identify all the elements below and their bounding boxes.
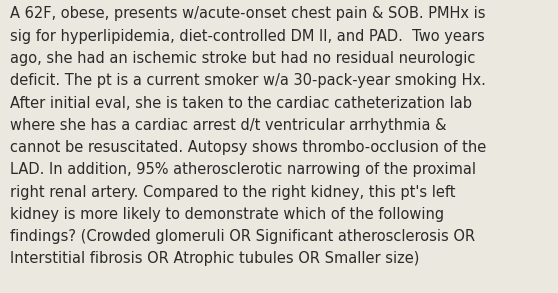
Text: After initial eval, she is taken to the cardiac catheterization lab: After initial eval, she is taken to the … — [10, 96, 472, 110]
Text: findings? (Crowded glomeruli OR Significant atherosclerosis OR: findings? (Crowded glomeruli OR Signific… — [10, 229, 475, 244]
Text: A 62F, obese, presents w/acute-onset chest pain & SOB. PMHx is: A 62F, obese, presents w/acute-onset che… — [10, 6, 485, 21]
Text: Interstitial fibrosis OR Atrophic tubules OR Smaller size): Interstitial fibrosis OR Atrophic tubule… — [10, 251, 420, 266]
Text: LAD. In addition, 95% atherosclerotic narrowing of the proximal: LAD. In addition, 95% atherosclerotic na… — [10, 162, 476, 177]
Text: where she has a cardiac arrest d/t ventricular arrhythmia &: where she has a cardiac arrest d/t ventr… — [10, 118, 446, 133]
Text: deficit. The pt is a current smoker w/a 30-pack-year smoking Hx.: deficit. The pt is a current smoker w/a … — [10, 73, 486, 88]
Text: kidney is more likely to demonstrate which of the following: kidney is more likely to demonstrate whi… — [10, 207, 444, 222]
Text: cannot be resuscitated. Autopsy shows thrombo-occlusion of the: cannot be resuscitated. Autopsy shows th… — [10, 140, 486, 155]
Text: right renal artery. Compared to the right kidney, this pt's left: right renal artery. Compared to the righ… — [10, 185, 455, 200]
Text: sig for hyperlipidemia, diet-controlled DM II, and PAD.  Two years: sig for hyperlipidemia, diet-controlled … — [10, 29, 485, 44]
Text: ago, she had an ischemic stroke but had no residual neurologic: ago, she had an ischemic stroke but had … — [10, 51, 475, 66]
